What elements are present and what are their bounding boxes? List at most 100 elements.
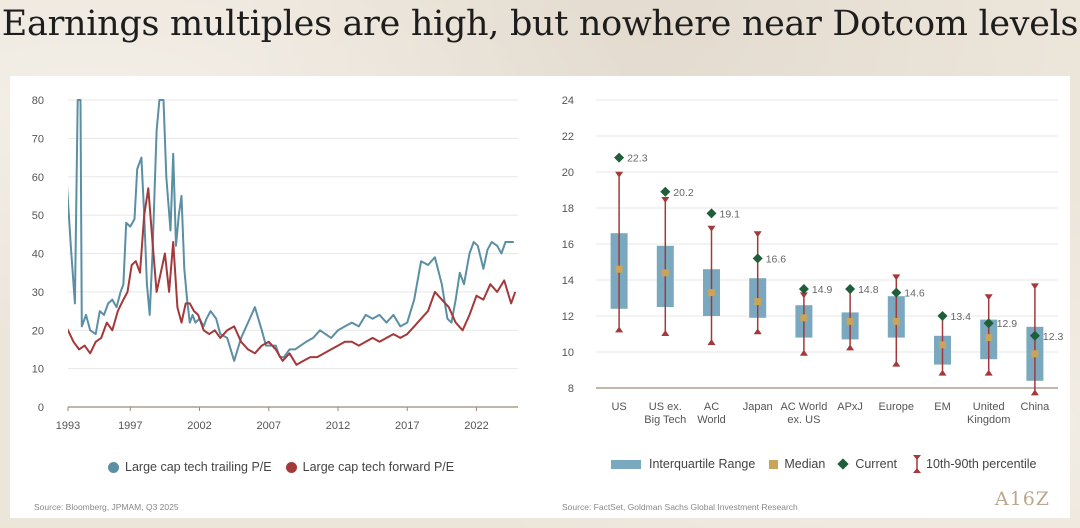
median-marker	[985, 334, 993, 342]
y-tick-label: 8	[568, 383, 574, 395]
median-marker	[708, 289, 715, 297]
current-value-label: 12.9	[997, 318, 1018, 330]
category-label: AC World	[780, 401, 827, 413]
legend-median-label: Median	[784, 457, 826, 471]
left-source: Source: Bloomberg, JPMAM, Q3 2025	[34, 502, 179, 512]
median-marker	[846, 317, 854, 325]
median-marker	[615, 265, 623, 273]
box-chart: 8 10 12 14 16 18 20 22 24 22.3 US 20.2 US ex.Big Tec…	[562, 95, 1064, 426]
forward-pe-line	[68, 187, 517, 366]
current-value-label: 16.6	[766, 253, 787, 265]
category-label: ex. US	[787, 414, 820, 426]
right-source: Source: FactSet, Goldman Sachs Global In…	[562, 502, 798, 512]
p10-marker	[799, 349, 808, 356]
category-label: United	[973, 401, 1005, 413]
y-tick-label: 20	[32, 325, 44, 337]
legend-median: Median	[769, 457, 825, 471]
x-tick-label: 1993	[56, 420, 80, 432]
percentile-whisker-icon	[913, 455, 922, 473]
p90-marker	[984, 294, 993, 301]
y-tick-label: 50	[32, 210, 44, 222]
y-tick-label: 40	[32, 249, 44, 261]
p10-marker	[984, 369, 993, 376]
current-marker	[937, 311, 948, 321]
median-marker	[661, 269, 669, 277]
current-marker	[614, 152, 625, 163]
p90-marker	[661, 197, 670, 203]
legend-forward: Large cap tech forward P/E	[285, 460, 455, 474]
p10-marker	[661, 330, 670, 336]
p90-marker	[615, 171, 624, 178]
current-marker	[891, 287, 902, 298]
x-tick-label: 2017	[395, 420, 419, 432]
current-value-label: 12.3	[1043, 331, 1064, 343]
p10-marker	[615, 326, 624, 333]
current-value-label: 14.6	[904, 288, 925, 300]
trailing-pe-line	[68, 99, 514, 362]
category-label: EM	[934, 401, 951, 413]
current-value-label: 19.1	[720, 208, 741, 220]
category-label: AC	[704, 401, 719, 413]
x-tick-label: 2007	[257, 420, 281, 432]
p90-marker	[707, 225, 716, 232]
current-marker	[752, 253, 763, 264]
y-tick-label: 80	[32, 95, 44, 107]
y-tick-label: 16	[562, 239, 574, 251]
category-label: US	[611, 401, 626, 413]
a16z-logo: A16Z	[994, 488, 1050, 510]
iqr-swatch-icon	[611, 459, 641, 469]
median-marker	[754, 298, 762, 306]
y-tick-label: 10	[32, 364, 44, 376]
trailing-swatch-icon	[108, 461, 119, 473]
p90-marker	[753, 231, 762, 238]
median-swatch-icon	[769, 459, 779, 469]
forward-swatch-icon	[285, 461, 297, 473]
y-tick-label: 22	[562, 131, 574, 143]
median-marker	[892, 317, 900, 325]
line-chart: 0 10 20 30 40 50 60 70 80 1993 1997 2002 2007 2012 201…	[32, 95, 518, 432]
p90-marker	[892, 274, 901, 281]
p90-marker	[1030, 283, 1039, 290]
legend-current: Current	[837, 457, 898, 471]
chart-panel: 0 10 20 30 40 50 60 70 80 1993 1997 2002 2007 2012 201…	[10, 76, 1070, 518]
legend-percentile-label: 10th-90th percentile	[926, 457, 1037, 471]
current-marker	[798, 284, 809, 294]
y-tick-label: 12	[562, 311, 574, 323]
y-tick-label: 30	[32, 287, 44, 299]
legend-iqr: Interquartile Range	[611, 457, 755, 471]
current-marker	[983, 318, 994, 329]
category-label: Europe	[879, 401, 914, 413]
legend-trailing-label: Large cap tech trailing P/E	[125, 460, 272, 474]
legend-current-label: Current	[855, 457, 898, 471]
p90-marker	[799, 292, 808, 299]
median-marker	[800, 314, 808, 322]
y-tick-label: 70	[32, 133, 44, 145]
median-marker	[939, 341, 946, 349]
current-value-label: 14.9	[812, 284, 833, 296]
category-label: Japan	[743, 401, 773, 413]
legend-forward-label: Large cap tech forward P/E	[302, 460, 455, 474]
x-tick-label: 1997	[118, 420, 142, 432]
category-label: China	[1021, 401, 1051, 413]
y-tick-label: 0	[38, 402, 44, 414]
current-marker	[1029, 330, 1040, 341]
line-chart-legend: Large cap tech trailing P/E Large cap te…	[108, 460, 468, 474]
p10-marker	[707, 339, 716, 345]
legend-trailing: Large cap tech trailing P/E	[108, 460, 272, 474]
x-tick-label: 2012	[326, 420, 350, 432]
current-value-label: 14.8	[858, 284, 879, 296]
current-value-label: 20.2	[673, 187, 694, 199]
category-label: Big Tech	[644, 414, 686, 426]
p10-marker	[892, 360, 901, 367]
box-chart-legend: Interquartile Range Median Current 10th-…	[611, 454, 1051, 474]
legend-percentile: 10th-90th percentile	[911, 454, 1037, 474]
y-tick-label: 10	[562, 347, 574, 359]
p10-marker	[938, 369, 947, 376]
category-label: Kingdom	[967, 414, 1010, 426]
current-marker	[845, 284, 856, 294]
x-tick-label: 2002	[187, 420, 211, 432]
current-value-label: 13.4	[951, 311, 972, 323]
y-tick-label: 20	[562, 167, 574, 179]
y-tick-label: 18	[562, 203, 574, 215]
current-marker	[660, 186, 671, 197]
